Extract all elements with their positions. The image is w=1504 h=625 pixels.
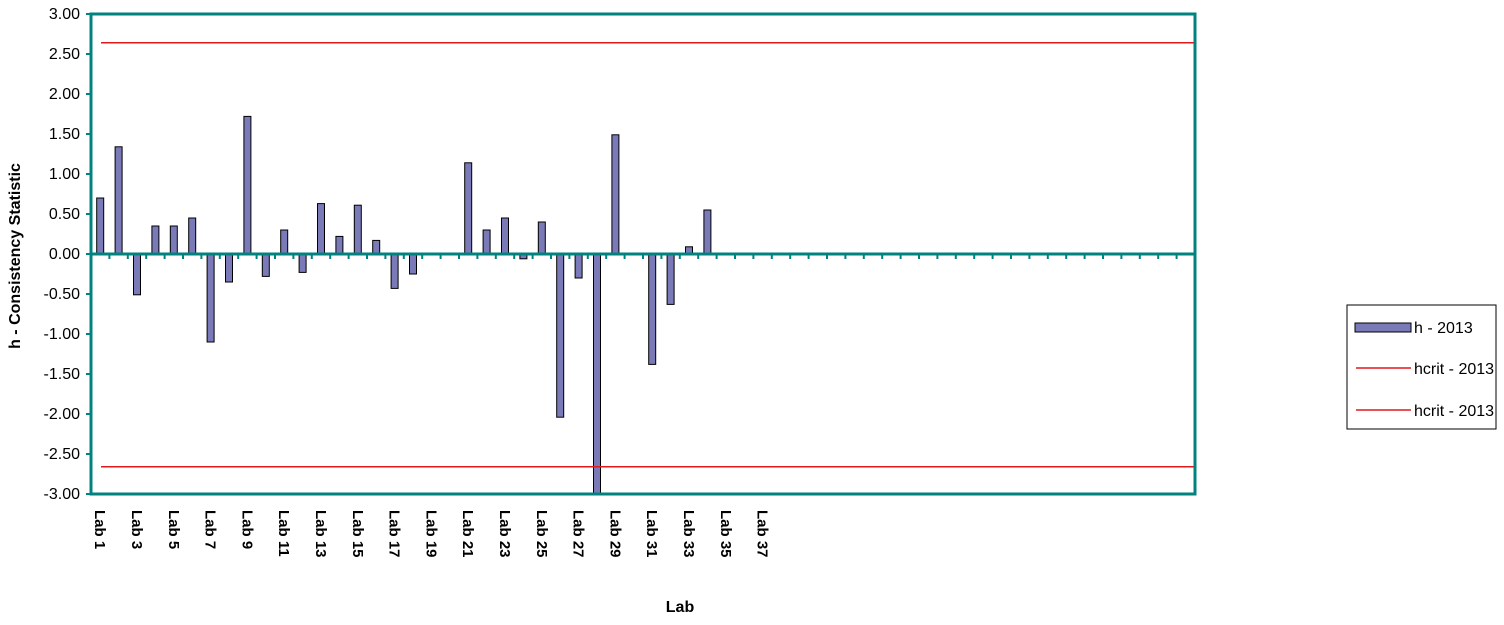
x-axis-title: Lab [666,599,695,616]
bar [243,115,252,255]
y-tick-label: -3.00 [44,486,81,503]
y-tick-label: -1.00 [44,326,81,343]
y-tick-label: 2.00 [49,86,80,103]
bar [96,197,105,255]
legend-swatch-bar [1354,322,1412,333]
x-tick-label: Lab 19 [422,510,439,558]
x-tick-label: Lab 25 [533,510,550,558]
x-tick-label: Lab 11 [275,510,292,557]
x-tick-label: Lab 29 [606,510,623,558]
bar [169,225,178,255]
bar [574,253,583,279]
bar [703,209,712,255]
x-tick-label: Lab 37 [754,510,771,558]
bar [114,146,123,255]
bar [537,221,546,255]
x-tick-label: Lab 1 [91,510,108,549]
y-axis-title: h - Consistency Statistic [7,163,24,349]
x-tick-label: Lab 13 [312,510,329,558]
bar [280,229,289,255]
bar [409,253,417,275]
y-tick-label: -2.50 [44,446,81,463]
x-tick-label: Lab 23 [496,510,513,558]
zero-axis [90,252,1196,259]
legend-label-h-2013: h - 2013 [1414,320,1473,337]
bar [556,253,565,418]
legend-label-hcrit-upper: hcrit - 2013 [1414,361,1494,378]
bar [648,253,657,365]
bar [611,134,620,255]
y-tick-label: 1.50 [49,126,80,143]
x-tick-label: Lab 7 [202,510,219,549]
bar [372,239,381,255]
x-tick-label: Lab 15 [349,510,366,558]
bar [298,253,307,273]
x-tick-label: Lab 27 [570,510,587,558]
x-tick-label: Lab 21 [459,510,476,558]
y-axis-ticks: 3.00 2.50 2.00 1.50 1.00 0.50 0.00 -0.50 -1.00 -1… [44,6,91,503]
x-tick-label: Lab 9 [238,510,255,549]
x-tick-label: Lab 17 [386,510,403,558]
bar [206,253,215,343]
y-tick-label: -1.50 [44,366,81,383]
bar [317,203,325,255]
bar [133,253,141,296]
bar [151,225,160,255]
x-tick-label: Lab 3 [128,510,145,549]
bar [464,162,473,255]
bar [501,217,509,255]
y-tick-label: 0.00 [49,246,80,263]
x-axis-labels: Lab 1 Lab 3 Lab 5 Lab 7 Lab 9 Lab 11 Lab 13 Lab… [91,510,770,558]
legend: h - 2013 hcrit - 2013 hcrit - 2013 [1346,304,1497,430]
bar [261,253,270,277]
x-tick-label: Lab 35 [717,510,734,558]
x-tick-label: Lab 33 [680,510,697,558]
legend-label-hcrit-lower: hcrit - 2013 [1414,403,1494,420]
y-tick-label: 2.50 [49,46,80,63]
y-tick-label: 3.00 [49,6,80,23]
y-tick-label: -2.00 [44,406,81,423]
bar [390,253,399,289]
x-tick-label: Lab 5 [165,510,182,549]
y-tick-label: 1.00 [49,166,80,183]
bars-layer [96,115,712,495]
bar [666,253,675,305]
crit-lines-layer [101,42,1195,468]
y-tick-label: 0.50 [49,206,80,223]
bar [335,235,344,255]
bar [225,253,233,283]
y-tick-label: -0.50 [44,286,81,303]
bar [353,204,362,255]
bar [593,253,601,495]
bar [188,217,197,255]
bar [482,229,491,255]
x-tick-label: Lab 31 [643,510,660,558]
